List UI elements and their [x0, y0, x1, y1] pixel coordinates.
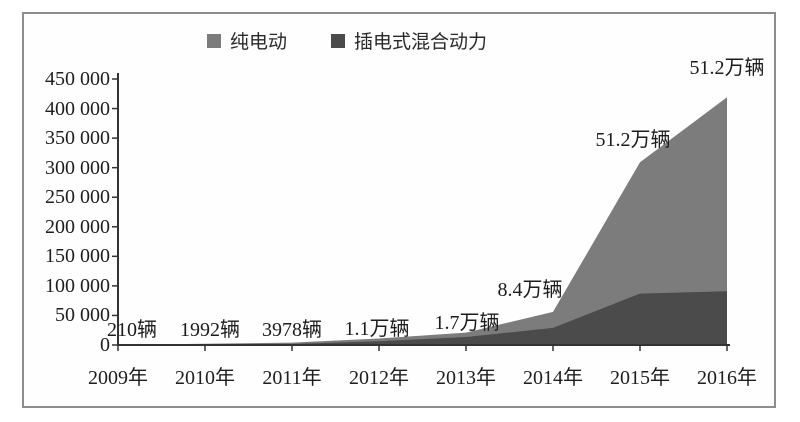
x-tick-label: 2012年	[349, 367, 409, 389]
x-tick-label: 2009年	[88, 367, 148, 389]
x-tick-label: 2013年	[436, 367, 496, 389]
data-label: 1992辆	[180, 319, 240, 341]
y-tick-label: 0	[100, 334, 110, 356]
data-label: 51.2万辆	[689, 57, 765, 79]
area-plugin-hybrid	[118, 291, 727, 345]
x-tick-label: 2011年	[262, 367, 322, 389]
legend-label-plugin-hybrid: 插电式混合动力	[354, 32, 488, 53]
x-tick-label: 2015年	[610, 367, 670, 389]
legend-item-pure-electric: 纯电动	[207, 27, 287, 54]
data-label: 1.7万辆	[434, 312, 500, 334]
data-label: 210辆	[107, 319, 157, 341]
y-tick-label: 50 000	[55, 304, 110, 327]
y-tick-label: 450 000	[45, 68, 110, 90]
y-tick-label: 200 000	[45, 215, 110, 238]
x-tick-label: 2014年	[523, 367, 583, 389]
area-pure-electric	[118, 97, 727, 345]
data-label: 3978辆	[262, 319, 322, 341]
legend-swatch-plugin-hybrid-icon	[331, 33, 346, 48]
legend-item-plugin-hybrid: 插电式混合动力	[331, 27, 487, 54]
y-tick-label: 150 000	[45, 245, 110, 268]
data-label: 8.4万辆	[497, 279, 563, 301]
y-tick-label: 300 000	[45, 156, 110, 179]
y-tick-label: 400 000	[45, 97, 110, 120]
legend: 纯电动 插电式混合动力	[207, 27, 487, 54]
y-tick-label: 100 000	[45, 274, 110, 297]
x-tick-label: 2010年	[175, 367, 235, 389]
y-tick-label: 250 000	[45, 186, 110, 209]
data-label: 51.2万辆	[595, 129, 671, 151]
data-label: 1.1万辆	[344, 318, 410, 340]
x-tick-label: 2016年	[697, 367, 757, 389]
legend-swatch-pure-electric-icon	[207, 33, 221, 48]
y-tick-label: 350 000	[45, 127, 110, 150]
legend-label-pure-electric: 纯电动	[230, 32, 288, 53]
